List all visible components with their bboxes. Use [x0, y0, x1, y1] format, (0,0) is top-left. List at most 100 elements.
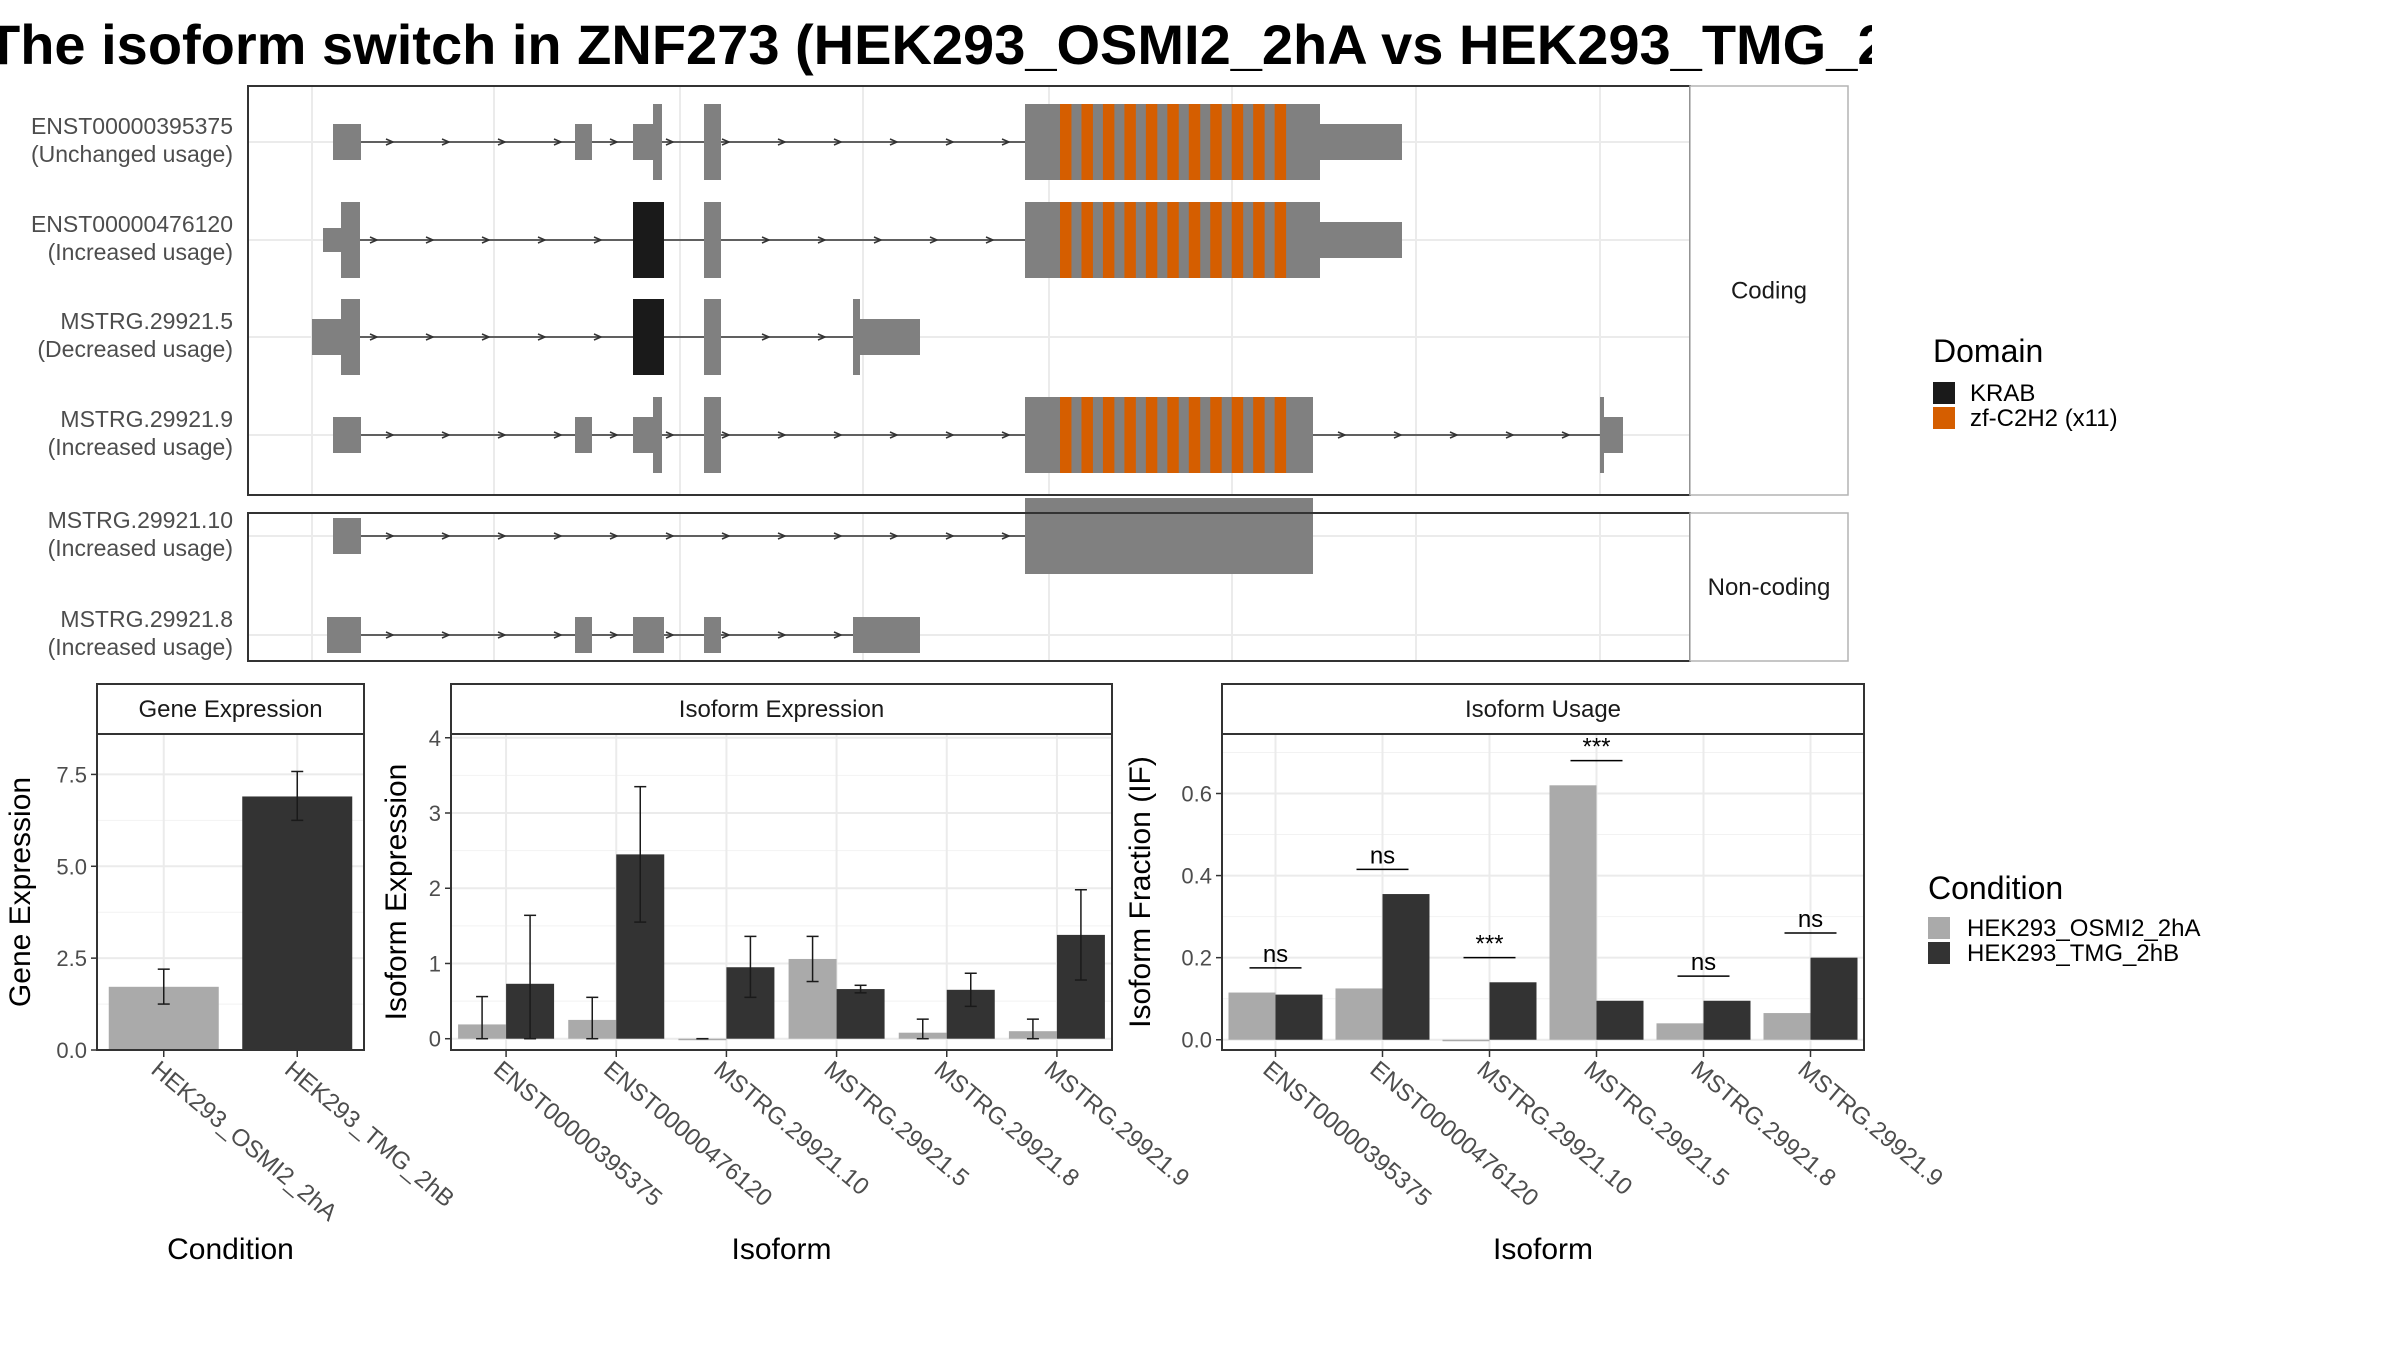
significance-label: ns: [1263, 941, 1288, 968]
intron-arrow: [833, 138, 843, 146]
bar: [1228, 992, 1276, 1040]
transcript-usage-label: (Increased usage): [48, 634, 233, 660]
exon-block: [1025, 202, 1060, 278]
zf-c2h2-domain: [1124, 202, 1136, 278]
figure-title-text: The isoform switch in ZNF273 (HEK293_OSM…: [0, 13, 1872, 76]
exon-block: [1025, 397, 1060, 473]
y-axis-title: Isoform Fraction (IF): [1124, 756, 1157, 1028]
zf-c2h2-domain: [1124, 104, 1136, 180]
krab-domain: [633, 202, 664, 278]
intron-arrow: [369, 333, 379, 341]
exon-block: [1298, 202, 1320, 278]
intron-arrow: [1001, 138, 1011, 146]
exon-block: [341, 299, 360, 375]
figure-title: The isoform switch in ZNF273 (HEK293_OSM…: [0, 10, 1872, 80]
intron-arrow: [425, 236, 435, 244]
y-tick-label: 4: [429, 726, 441, 751]
intron-arrow: [1505, 431, 1515, 439]
bar: [1275, 994, 1323, 1040]
exon-block: [333, 124, 361, 160]
facet-strip: [1689, 85, 1849, 496]
intron-arrow: [1001, 431, 1011, 439]
significance-label: ns: [1370, 842, 1395, 869]
exon-block: [704, 617, 721, 653]
exon-block: [323, 228, 345, 252]
bar: [1335, 988, 1383, 1040]
y-tick-label: 0.6: [1181, 782, 1212, 807]
zf-c2h2-domain: [1081, 202, 1093, 278]
intron-arrow: [609, 532, 619, 540]
exon-block: [1320, 222, 1402, 258]
intron-arrow: [481, 236, 491, 244]
exon-block: [704, 397, 721, 473]
intron-arrow: [833, 532, 843, 540]
intron-arrow: [385, 631, 395, 639]
facet-strip: [1689, 512, 1849, 662]
zf-c2h2-domain: [1102, 397, 1115, 473]
exon-block: [312, 319, 345, 355]
bar: [1382, 894, 1430, 1040]
zf-c2h2-domain: [1188, 397, 1201, 473]
zf-c2h2-domain: [1231, 397, 1244, 473]
bar: [1596, 1000, 1644, 1040]
zf-c2h2-domain: [1274, 397, 1287, 473]
exon-block: [575, 417, 592, 453]
y-tick-label: 0.0: [56, 1038, 87, 1063]
intron-arrow: [385, 532, 395, 540]
intron-arrow: [1337, 431, 1347, 439]
panel-strip: [96, 683, 365, 735]
exon-block: [1320, 124, 1402, 160]
zf-c2h2-domain: [1210, 202, 1222, 278]
intron-arrow: [385, 431, 395, 439]
bar: [1489, 982, 1537, 1040]
significance-label: ns: [1691, 949, 1716, 976]
exon-block: [575, 617, 592, 653]
exon-block: [341, 202, 360, 278]
zf-c2h2-domain: [1145, 104, 1158, 180]
significance-label: ***: [1582, 734, 1610, 761]
intron-arrow: [665, 631, 675, 639]
zf-c2h2-domain: [1081, 104, 1093, 180]
exon-block: [704, 299, 721, 375]
intron-arrow: [889, 431, 899, 439]
intron-arrow: [609, 138, 619, 146]
intron-arrow: [945, 532, 955, 540]
panel-title: Isoform Usage: [1465, 696, 1621, 723]
zf-c2h2-domain: [1253, 397, 1265, 473]
zf-c2h2-domain: [1060, 104, 1072, 180]
zf-c2h2-domain: [1167, 104, 1179, 180]
y-tick-label: 3: [429, 801, 441, 826]
zf-c2h2-domain: [1231, 104, 1244, 180]
panel-title: Gene Expression: [138, 696, 322, 723]
condition-legend-swatch: [1928, 917, 1950, 939]
intron-arrow: [441, 532, 451, 540]
exon-block: [1604, 417, 1623, 453]
intron-arrow: [1561, 431, 1571, 439]
panel-bg: [451, 734, 1112, 1050]
intron-arrow: [665, 532, 675, 540]
intron-arrow: [553, 138, 563, 146]
intron-arrow: [425, 333, 435, 341]
zf-c2h2-domain: [1210, 104, 1222, 180]
panel-strip: [1221, 683, 1865, 735]
intron-arrow: [817, 333, 827, 341]
intron-arrow: [889, 532, 899, 540]
intron-arrow: [665, 431, 675, 439]
zf-c2h2-domain: [1167, 202, 1179, 278]
condition-legend-label: HEK293_OSMI2_2hA: [1967, 915, 2200, 942]
bar: [242, 796, 353, 1050]
intron-arrow: [1393, 431, 1403, 439]
intron-arrow: [553, 532, 563, 540]
transcript-usage-label: (Decreased usage): [37, 336, 233, 362]
exon-block: [1600, 397, 1604, 473]
exon-block: [1025, 104, 1060, 180]
intron-arrow: [497, 431, 507, 439]
intron-arrow: [593, 333, 603, 341]
exon-block: [853, 299, 860, 375]
intron-arrow: [777, 431, 787, 439]
panel-title: Isoform Expression: [679, 696, 884, 723]
significance-label: ***: [1475, 931, 1503, 958]
y-tick-label: 0.4: [1181, 864, 1212, 889]
